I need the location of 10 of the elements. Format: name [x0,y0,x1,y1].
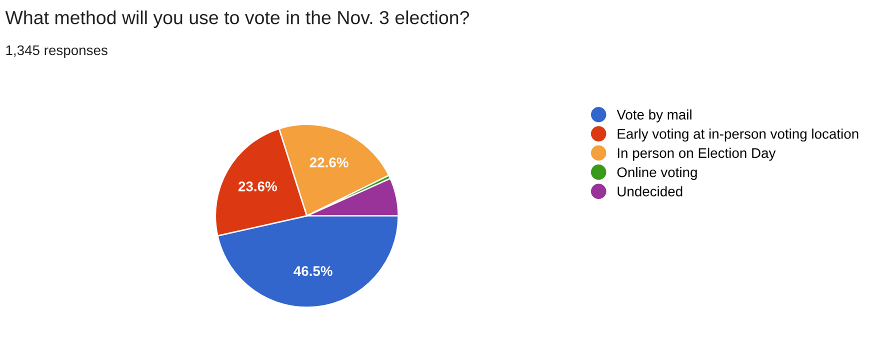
data-label: 46.5% [294,266,332,276]
legend-label: Vote by mail [616,109,692,122]
data-label: 22.6% [310,158,348,168]
data-label: 23.6% [238,181,277,192]
legend-label: Undecided [618,186,682,196]
legend-label: Online voting [617,166,697,180]
text: 1,345 responses [6,45,108,58]
legend-label: In person on Election Day [618,148,776,161]
chart-title: What method will you use to vote in the Nov. 3 election? [5,10,470,28]
legend-label: Early voting at in-person voting location [618,128,858,142]
